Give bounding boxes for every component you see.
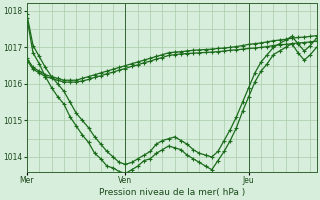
X-axis label: Pression niveau de la mer( hPa ): Pression niveau de la mer( hPa ) (99, 188, 245, 197)
